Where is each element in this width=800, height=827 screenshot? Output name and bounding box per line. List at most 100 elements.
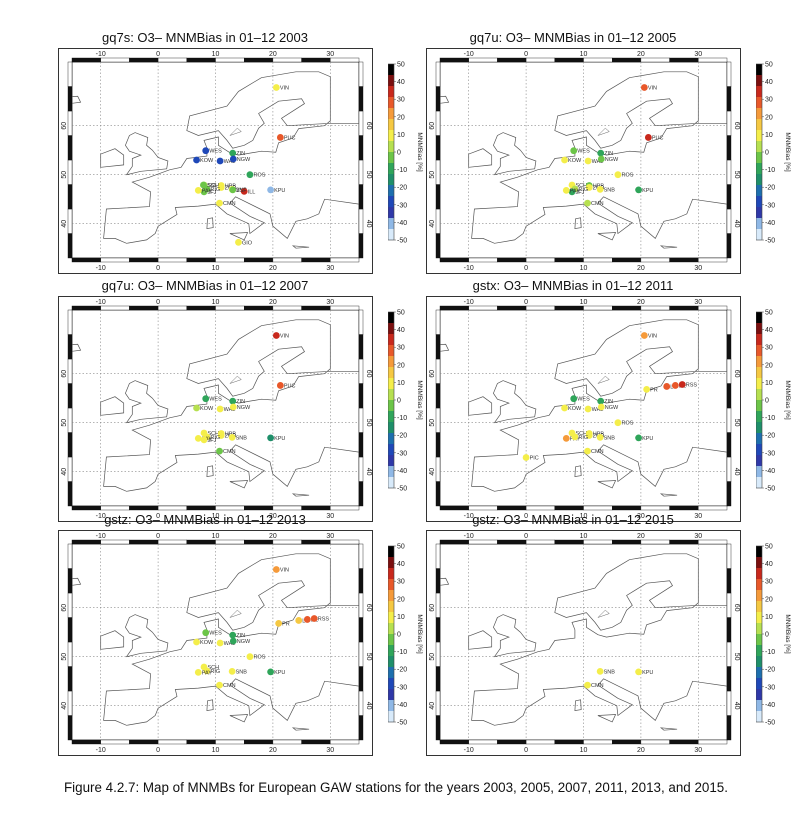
- station-marker-wal: [216, 639, 224, 647]
- colorbar-tick-label: 30: [765, 345, 773, 352]
- lake-outline: [229, 375, 242, 384]
- border-tick: [67, 592, 73, 618]
- border-tick: [611, 257, 642, 263]
- colorbar-tick-label: 50: [765, 310, 773, 317]
- colorbar-tick-label: 10: [397, 132, 405, 139]
- colorbar-swatch: [756, 334, 762, 346]
- border-tick: [100, 305, 130, 311]
- map-frame: -10 -10 0 0 10 10 20 20 30 30 40 40 50 50 60 60 VIN PUC WE…: [426, 48, 741, 274]
- colorbar-swatch: [388, 163, 394, 175]
- border-tick: [525, 57, 555, 63]
- border-tick: [435, 617, 441, 643]
- lon-tick-label-top: -10: [96, 299, 106, 306]
- station-marker-puc: [276, 134, 284, 141]
- border-tick: [439, 305, 469, 311]
- colorbar-tick-label: -10: [765, 167, 775, 174]
- station-marker-wal: [584, 405, 592, 413]
- station-label: ZIN: [236, 151, 245, 157]
- lon-tick-label-top: 30: [326, 299, 334, 306]
- border-tick: [301, 57, 331, 63]
- border-tick: [669, 57, 699, 63]
- colorbar-swatch: [756, 389, 762, 401]
- station-label: CMN: [591, 683, 604, 689]
- island-coastline: [125, 132, 169, 176]
- station-label: CMN: [223, 683, 236, 689]
- station-marker-lt: [663, 383, 671, 390]
- lon-tick-label-top: -10: [96, 51, 106, 58]
- lon-tick-label-top: 10: [580, 533, 588, 540]
- border-tick: [100, 739, 130, 745]
- station-marker-ngw: [229, 637, 237, 645]
- colorbar-swatch: [388, 86, 394, 98]
- border-tick: [468, 305, 498, 311]
- border-tick: [215, 539, 245, 545]
- colorbar-swatch: [756, 612, 762, 624]
- panel-title: gstx: O3– MNMBias in 01–12 2011: [472, 278, 674, 293]
- station-marker-vin: [640, 84, 648, 91]
- lon-tick-label-bottom: 0: [156, 747, 160, 754]
- station-label: KPU: [274, 670, 285, 676]
- lon-tick-label-top: 20: [637, 51, 645, 58]
- europe-coastline: [103, 553, 359, 726]
- island-coastline: [291, 493, 310, 497]
- border-tick: [358, 135, 364, 161]
- station-marker-ill: [240, 187, 248, 195]
- colorbar-swatch: [756, 141, 762, 153]
- border-tick: [439, 739, 469, 745]
- colorbar-tick-label: -50: [765, 720, 775, 727]
- station-marker-kpu: [635, 434, 643, 442]
- lon-tick-label-bottom: 0: [156, 513, 160, 520]
- border-tick: [358, 208, 364, 234]
- border-tick: [726, 543, 732, 569]
- border-tick: [726, 568, 732, 594]
- map-frame: -10 -10 0 0 10 10 20 20 30 30 40 40 50 50 60 60 SNB KPU CM…: [426, 530, 741, 756]
- colorbar-tick-label: -30: [397, 684, 407, 691]
- colorbar-tick-label: 20: [397, 114, 405, 121]
- station-label: VIN: [648, 85, 657, 91]
- colorbar-swatch: [388, 656, 394, 668]
- border-tick: [157, 57, 187, 63]
- panel-title: gq7u: O3– MNMBias in 01–12 2007: [101, 278, 309, 293]
- lon-tick-label-bottom: 30: [694, 265, 702, 272]
- colorbar-swatch: [756, 466, 762, 478]
- border-tick: [726, 407, 732, 433]
- island-coastline: [125, 614, 169, 658]
- colorbar-swatch: [756, 411, 762, 423]
- station-marker-vin: [272, 84, 280, 91]
- island-coastline: [291, 727, 310, 731]
- map-frame: -10 -10 0 0 10 10 20 20 30 30 40 40 50 50 60 60 VIN PUC WE…: [58, 296, 373, 522]
- colorbar-tick-label: 40: [765, 561, 773, 568]
- colorbar-tick-label: 20: [397, 596, 405, 603]
- station-label: KPU: [642, 670, 653, 676]
- station-marker-ngw: [597, 155, 605, 163]
- border-tick: [698, 57, 728, 63]
- border-tick: [435, 358, 441, 384]
- colorbar-swatch: [388, 667, 394, 679]
- colorbar-swatch: [388, 130, 394, 142]
- border-tick: [67, 334, 73, 360]
- lon-tick-label-top: 30: [326, 51, 334, 58]
- colorbar-tick-label: -30: [765, 202, 775, 209]
- border-tick: [67, 690, 73, 716]
- map-canvas: -10-1000101020203030404050506060VINPRLTE…: [426, 296, 741, 522]
- colorbar-tick-label: -20: [397, 185, 407, 192]
- colorbar-swatch: [756, 163, 762, 175]
- station-label: ROS: [621, 173, 633, 179]
- border-tick: [439, 539, 469, 545]
- border-tick: [358, 456, 364, 482]
- station-label: VIN: [280, 567, 289, 573]
- colorbar-tick-label: 0: [765, 632, 769, 639]
- border-tick: [497, 739, 527, 745]
- colorbar-swatch: [756, 75, 762, 87]
- station-label: ROS: [253, 173, 265, 179]
- colorbar-swatch: [388, 356, 394, 368]
- station-label: KOW: [568, 158, 582, 164]
- station-marker-cmn: [584, 681, 591, 689]
- station-label: GIO: [242, 240, 253, 246]
- station-label: PUC: [284, 383, 296, 389]
- station-marker-snb: [228, 434, 236, 441]
- border-tick: [243, 57, 274, 63]
- station-label: CMN: [591, 449, 604, 455]
- border-tick: [525, 257, 555, 263]
- colorbar-swatch: [756, 97, 762, 109]
